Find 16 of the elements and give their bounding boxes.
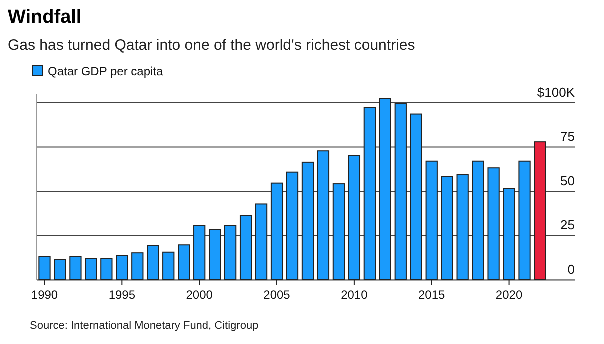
source-note: Source: International Monetary Fund, Citigroup <box>30 320 259 332</box>
y-tick-label: 50 <box>560 173 575 188</box>
y-tick-label: 75 <box>560 129 575 144</box>
chart-title: Windfall <box>8 7 82 28</box>
chart-subtitle: Gas has turned Qatar into one of the world's richest countries <box>8 37 416 54</box>
x-tick-label: 2010 <box>341 288 368 302</box>
x-tick-label: 1995 <box>108 288 136 302</box>
x-tick-label: 2000 <box>186 288 214 302</box>
y-tick-label: 0 <box>568 262 575 277</box>
x-tick-label: 2015 <box>418 288 446 302</box>
y-tick-label: 25 <box>560 218 575 233</box>
y-tick-label: $100K <box>537 84 576 100</box>
legend-label: Qatar GDP per capita <box>48 64 164 78</box>
x-tick-label: 2020 <box>496 288 523 302</box>
x-tick-label: 1990 <box>31 288 58 302</box>
x-tick-label: 2005 <box>264 288 291 302</box>
